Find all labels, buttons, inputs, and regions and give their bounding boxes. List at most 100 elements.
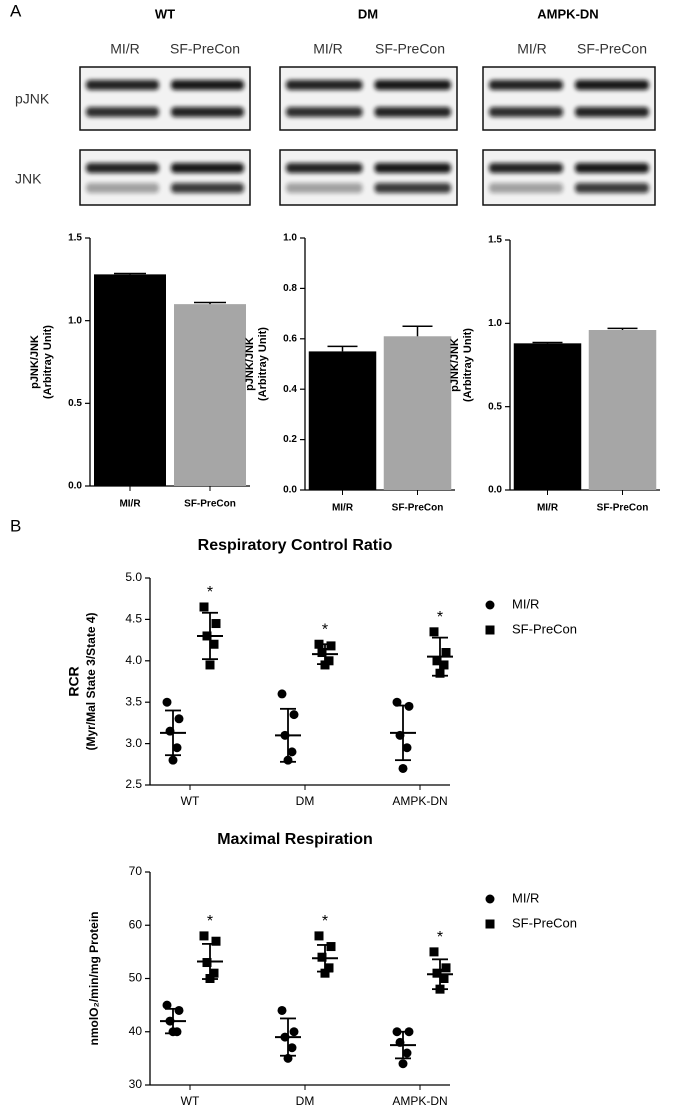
point — [202, 958, 212, 968]
blot-band — [575, 107, 649, 117]
legend-label: SF-PreCon — [512, 915, 577, 930]
blot-band — [171, 183, 244, 193]
blot-band — [575, 80, 649, 90]
blot-band — [575, 183, 649, 193]
point — [209, 968, 219, 978]
y-tick-label: 1.5 — [68, 233, 82, 244]
lane-label: SF-PreCon — [170, 41, 240, 57]
row-label: JNK — [15, 171, 42, 187]
blot-band — [171, 163, 244, 173]
legend-label: MI/R — [512, 596, 539, 611]
y-tick-label: 5.0 — [125, 570, 142, 584]
y-tick-label: 4.0 — [125, 653, 142, 667]
y-tick-label: 60 — [129, 917, 143, 931]
annotation: * — [437, 929, 443, 946]
annotation: * — [207, 584, 213, 601]
row-label: pJNK — [15, 91, 50, 107]
point — [211, 619, 221, 629]
bar — [308, 351, 377, 490]
point — [432, 656, 442, 666]
bar — [588, 330, 657, 490]
y-tick-label: 1.0 — [488, 318, 502, 329]
y-tick-label: 3.0 — [125, 736, 142, 750]
point — [289, 1027, 299, 1037]
point — [439, 660, 449, 670]
legend-marker — [485, 894, 495, 904]
blot-band — [575, 163, 649, 173]
point — [398, 763, 408, 773]
point — [199, 602, 209, 612]
y-tick-label: 3.5 — [125, 694, 142, 708]
point — [277, 1005, 287, 1015]
lane-label: MI/R — [517, 41, 547, 57]
y-tick-label: 30 — [129, 1077, 143, 1091]
blot-band — [374, 107, 451, 117]
y-axis-label: (Arbitray Unit) — [257, 327, 269, 401]
blot-band — [489, 183, 563, 193]
annotation: * — [437, 609, 443, 626]
y-tick-label: 0.5 — [68, 398, 82, 409]
y-axis-label: pJNK/JNK — [244, 337, 256, 391]
point — [168, 755, 178, 765]
group-title: WT — [155, 6, 175, 21]
blot-band — [86, 80, 159, 90]
point — [287, 1043, 297, 1053]
y-tick-label: 0.4 — [283, 384, 297, 395]
point — [326, 641, 336, 651]
point — [209, 639, 219, 649]
point — [172, 743, 182, 753]
y-tick-label: 1.0 — [283, 233, 297, 244]
y-tick-label: 1.5 — [488, 235, 502, 246]
point — [287, 747, 297, 757]
point — [429, 627, 439, 637]
group-title: AMPK-DN — [537, 6, 598, 21]
point — [402, 743, 412, 753]
y-axis-label: (Myr/Mal State 3/State 4) — [84, 612, 98, 750]
y-axis-label: pJNK/JNK — [29, 335, 41, 389]
bar — [94, 274, 166, 486]
blot-frame — [279, 66, 458, 131]
y-axis-label: RCR — [66, 666, 82, 696]
point — [441, 963, 451, 973]
x-tick-label: WT — [181, 794, 200, 808]
x-tick-label: MI/R — [332, 503, 354, 514]
legend-label: MI/R — [512, 890, 539, 905]
point — [429, 947, 439, 957]
blot-frame — [482, 149, 656, 206]
lane-label: MI/R — [313, 41, 343, 57]
point — [398, 1059, 408, 1069]
blot-frame — [79, 149, 251, 206]
point — [205, 660, 215, 670]
y-axis-label: nmolO₂/min/mg Protein — [87, 911, 101, 1045]
point — [402, 1048, 412, 1058]
y-tick-label: 0.8 — [283, 283, 297, 294]
x-tick-label: SF-PreCon — [392, 503, 444, 514]
blot-band — [286, 80, 363, 90]
blot-frame — [482, 66, 656, 131]
annotation: * — [322, 621, 328, 638]
bar — [513, 343, 582, 490]
blot-band — [86, 163, 159, 173]
x-tick-label: MI/R — [537, 503, 559, 514]
point — [432, 968, 442, 978]
y-tick-label: 4.5 — [125, 612, 142, 626]
group-title: DM — [358, 6, 378, 21]
blot-band — [489, 107, 563, 117]
y-axis-label: (Arbitray Unit) — [462, 328, 474, 402]
legend-marker — [485, 919, 495, 929]
point — [317, 952, 327, 962]
y-tick-label: 70 — [129, 864, 143, 878]
blot-band — [286, 183, 363, 193]
panel-label: B — [10, 516, 21, 535]
point — [162, 697, 172, 707]
point — [174, 1005, 184, 1015]
point — [162, 1000, 172, 1010]
legend-marker — [485, 600, 495, 610]
blot-band — [286, 163, 363, 173]
blot-band — [86, 183, 159, 193]
blot-band — [171, 107, 244, 117]
blot-band — [286, 107, 363, 117]
point — [314, 931, 324, 941]
point — [392, 697, 402, 707]
